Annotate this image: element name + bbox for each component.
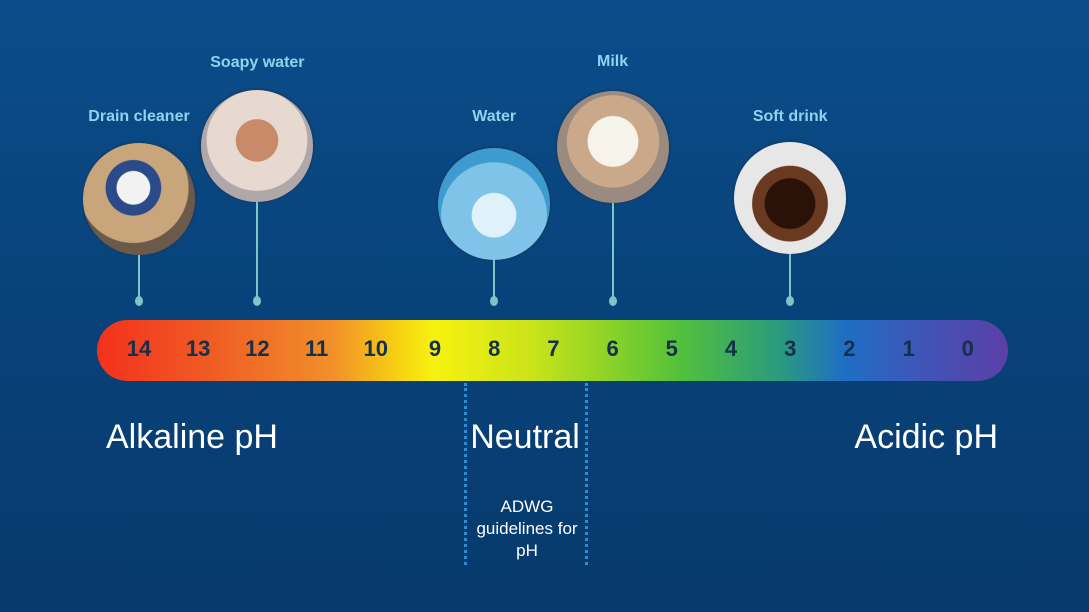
ph-value-13: 13 [185,336,211,361]
alkaline-label: Alkaline pH [106,418,278,456]
ph-value-9: 9 [428,336,442,361]
connector-dot [608,296,617,306]
ph-value-8: 8 [488,336,501,361]
milk-glass-photo [556,91,669,203]
item-label: Milk [597,53,629,70]
adwg-guidelines-label: ADWG guidelines for pH [476,497,578,560]
item-label: Soft drink [752,108,828,125]
ph-value-3: 3 [784,336,797,361]
connector-dot [253,296,262,306]
drain-cleaner-photo [83,143,195,255]
ph-value-7: 7 [547,336,560,361]
ph-value-2: 2 [843,336,856,361]
neutral-label: Neutral [470,418,580,456]
ph-scale-bar [97,320,1008,381]
adwg-range-right-line [585,383,588,565]
adwg-range-left-line [464,383,467,565]
ph-value-5: 5 [665,336,678,361]
connector-dot [786,296,795,306]
connector-line [789,254,792,301]
connector-line [611,203,614,301]
acidic-label: Acidic pH [854,418,998,456]
soft-drink-photo [734,142,847,254]
ph-value-6: 6 [606,336,619,361]
ph-value-4: 4 [724,336,738,361]
connector-dot [490,296,499,306]
water-glass-photo [438,148,551,260]
ph-value-1: 1 [902,336,915,361]
connector-line [138,255,140,301]
ph-value-10: 10 [363,336,389,361]
item-label: Water [472,108,517,125]
ph-value-11: 11 [304,336,329,361]
soapy-water-photo [201,90,314,202]
connector-dot [135,296,143,306]
ph-value-0: 0 [961,336,974,361]
item-label: Drain cleaner [88,108,190,125]
connector-line [493,260,496,301]
ph-value-14: 14 [126,336,152,361]
ph-value-12: 12 [245,336,270,361]
item-label: Soapy water [210,54,305,71]
connector-line [256,202,259,301]
